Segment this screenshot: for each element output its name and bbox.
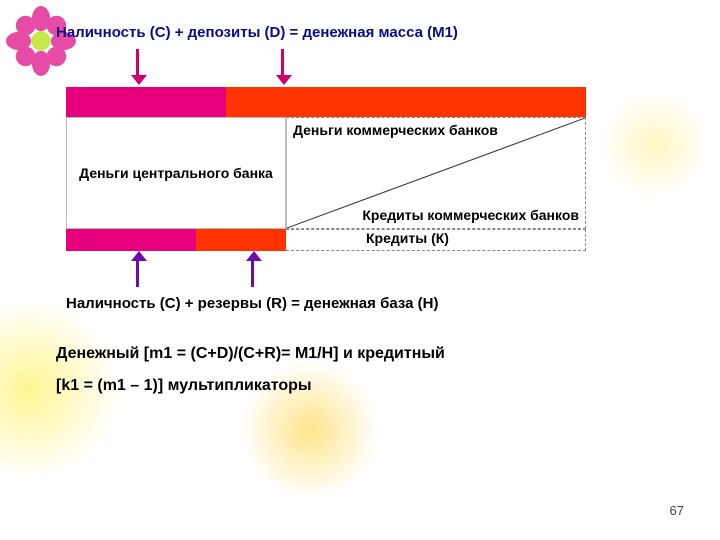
multiplier-text: Денежный [m1 = (C+D)/(C+R)= M1/H] и кред… [56,338,680,402]
formula-base: Наличность (C) + резервы (R) = денежная … [66,295,680,312]
arrow-up-icon [136,261,139,287]
bar-bottom-seg-cash [66,229,196,251]
page-number: 67 [670,503,684,518]
arrow-up-icon [251,261,254,287]
bar-top [66,87,586,117]
central-bank-money-box: Деньги центрального банка [66,117,286,229]
bar-top-seg-deposits [226,87,586,117]
credits-k-label: Кредиты (К) [366,230,449,246]
commercial-banks-box: Деньги коммерческих банков Кредиты комме… [286,117,586,229]
central-bank-money-label: Деньги центрального банка [79,165,273,181]
body-line-1: Денежный [m1 = (C+D)/(C+R)= M1/H] и кред… [56,338,680,370]
commercial-money-label: Деньги коммерческих банков [293,122,498,139]
bar-top-seg-cash [66,87,226,117]
formula-top: Наличность (C) + депозиты (D) = денежная… [56,24,680,41]
middle-row: Деньги центрального банка Деньги коммерч… [66,117,586,229]
money-diagram: Деньги центрального банка Деньги коммерч… [66,49,586,289]
arrow-down-icon [136,49,139,75]
body-line-2: [k1 = (m1 – 1)] мультипликаторы [56,370,680,402]
bar-bottom-seg-reserves [196,229,286,251]
arrow-down-icon [281,49,284,75]
bar-bottom [66,229,586,251]
commercial-credits-label: Кредиты коммерческих банков [362,207,579,224]
